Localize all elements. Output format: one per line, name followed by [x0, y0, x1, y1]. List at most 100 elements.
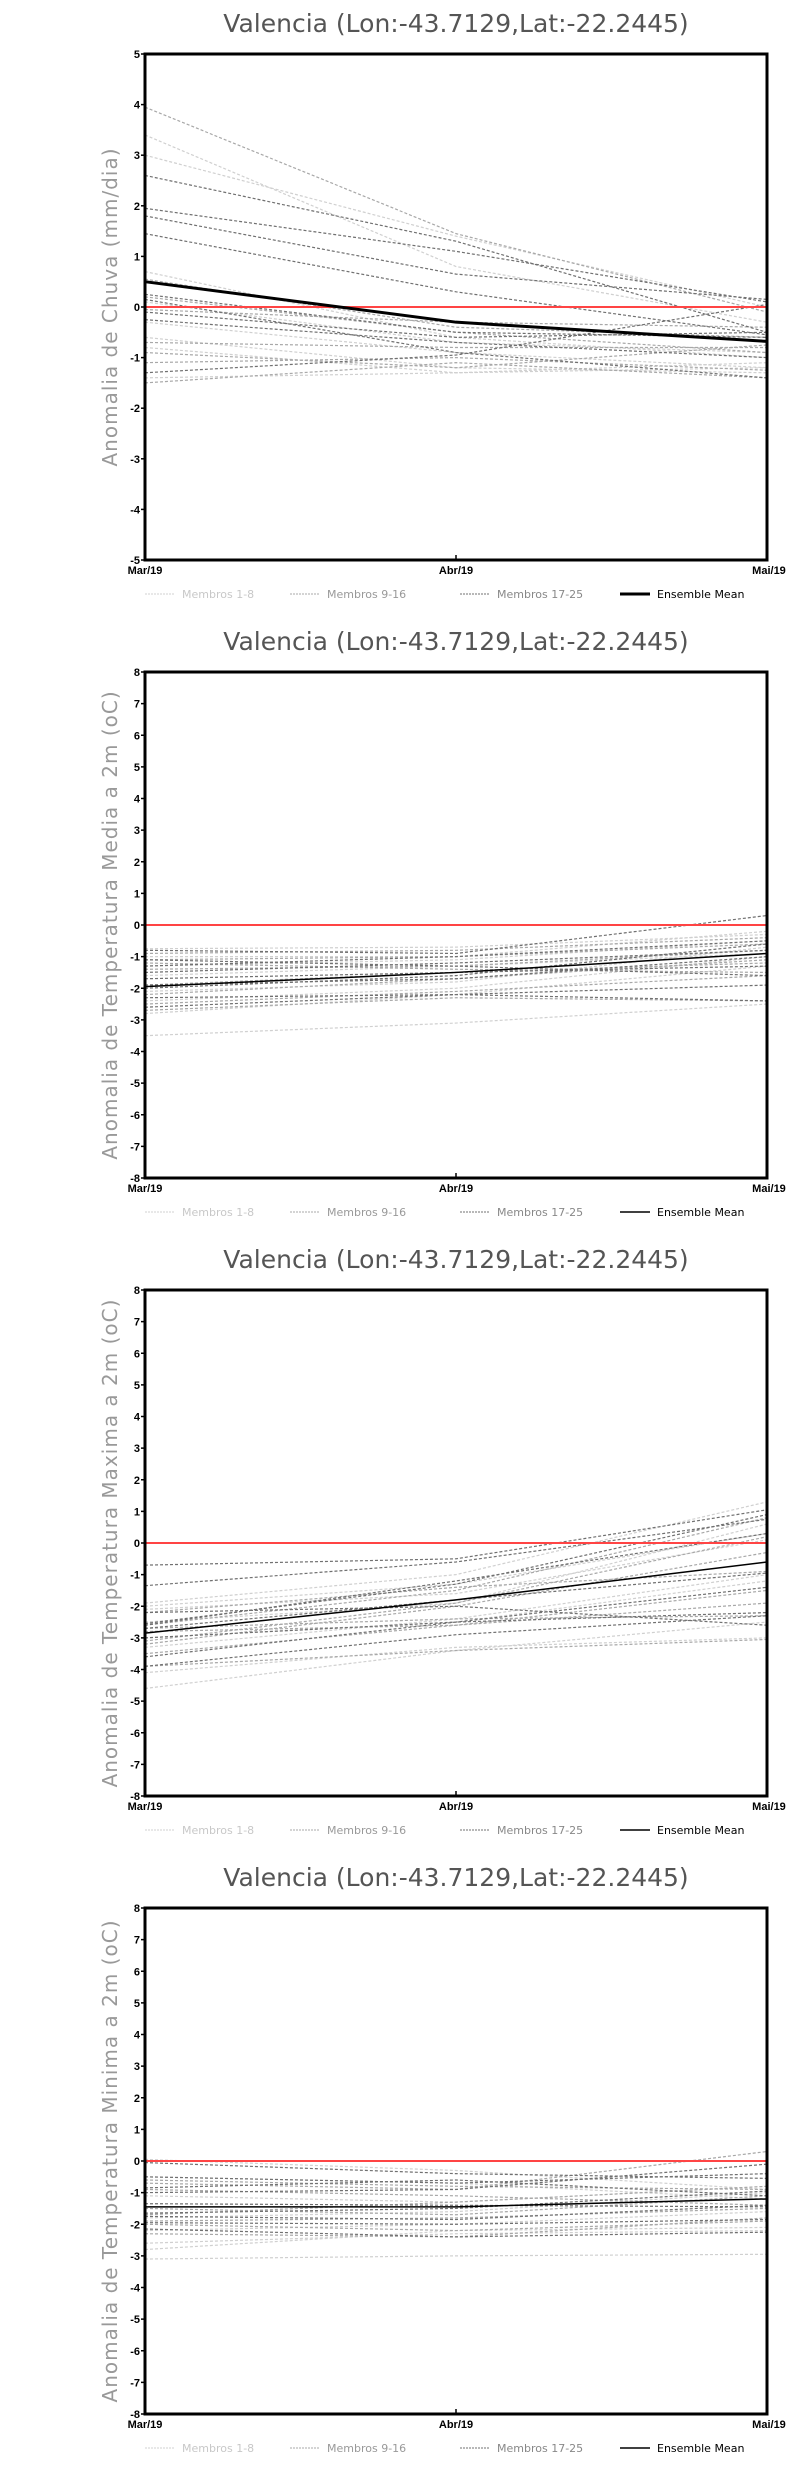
x-tick-label: Mar/19 [128, 565, 163, 577]
legend-item-3: Membros 17-25 [460, 588, 583, 601]
member-line-1-6 [144, 1539, 768, 1611]
y-tick-label: 1 [134, 1506, 140, 1518]
x-tick-label: Abr/19 [439, 1183, 473, 1195]
y-tick-label: 4 [134, 2030, 141, 2042]
member-line-3-5 [144, 943, 768, 989]
y-tick-label: 3 [134, 1443, 140, 1455]
ensemble-mean-line [145, 2198, 768, 2208]
y-tick-label: 7 [134, 699, 140, 711]
y-tick-label: -3 [130, 1015, 140, 1027]
member-line-3-9 [144, 2190, 768, 2214]
member-line-2-1 [144, 997, 768, 1011]
member-line-2-4 [144, 278, 768, 338]
ensemble-mean-line [144, 1561, 768, 1634]
member-line-1-8 [144, 301, 768, 354]
y-tick-label: 2 [134, 1475, 140, 1487]
legend-label: Membros 17-25 [497, 1206, 583, 1219]
x-tick-label: Abr/19 [439, 1801, 473, 1813]
member-line-2-4 [144, 937, 768, 955]
member-line-2-7 [144, 2188, 768, 2206]
y-tick-label: -3 [130, 1633, 140, 1645]
x-tick-label: Mai/19 [752, 565, 786, 577]
y-tick-label: 4 [134, 100, 141, 112]
member-line-2-1 [144, 106, 768, 313]
x-tick-label: Mai/19 [752, 1801, 786, 1813]
y-tick-label: -1 [130, 2188, 140, 2200]
legend-item-1: Membros 1-8 [145, 588, 254, 601]
member-line-2-3 [144, 1638, 768, 1667]
legend-label: Membros 17-25 [497, 1824, 583, 1837]
y-tick-label: -1 [130, 952, 140, 964]
y-tick-label: -2 [130, 1601, 140, 1613]
member-line-3-2 [144, 1518, 768, 1587]
member-line-3-5 [144, 2204, 768, 2221]
member-line-2-5 [144, 1536, 768, 1642]
member-line-3-7 [144, 2228, 768, 2238]
chart-title: Valencia (Lon:-43.7129,Lat:-22.2445) [223, 627, 688, 656]
chart-3: Valencia (Lon:-43.7129,Lat:-22.2445) Anom… [98, 1245, 786, 1837]
member-line-2-2 [144, 1517, 768, 1626]
y-tick-label: -6 [130, 1110, 140, 1122]
member-line-3-1 [144, 174, 768, 333]
y-tick-label: -4 [130, 2283, 141, 2295]
y-tick-label: -8 [130, 2409, 140, 2421]
legend-item-3: Membros 17-25 [460, 1206, 583, 1219]
member-line-2-6 [144, 1615, 768, 1629]
legend-label: Membros 17-25 [497, 588, 583, 601]
y-tick-label: 8 [134, 1285, 140, 1297]
member-line-3-1 [144, 2173, 768, 2184]
member-line-3-8 [144, 2161, 768, 2179]
y-tick-label: -8 [130, 1791, 140, 1803]
member-line-1-7 [144, 946, 768, 993]
y-tick-label: -7 [130, 2377, 140, 2389]
legend-label: Ensemble Mean [657, 588, 744, 601]
member-line-3-8 [144, 1586, 768, 1639]
y-tick-label: -4 [130, 504, 141, 516]
y-tick-label: -8 [130, 1173, 140, 1185]
member-line-2-5 [144, 975, 768, 1005]
y-tick-label: 5 [134, 762, 140, 774]
member-line-2-6 [144, 296, 768, 354]
member-line-1-7 [144, 2229, 768, 2244]
member-line-2-2 [144, 341, 767, 349]
member-line-3-4 [144, 1605, 768, 1626]
y-tick-label: 2 [134, 2093, 140, 2105]
member-line-2-5 [144, 2195, 768, 2216]
member-line-1-1 [144, 933, 768, 950]
y-tick-label: 6 [134, 1966, 140, 1978]
y-tick-label: 0 [134, 1538, 140, 1550]
y-tick-label: -5 [130, 2314, 140, 2326]
legend-label: Membros 9-16 [327, 588, 406, 601]
y-tick-label: 4 [134, 794, 141, 806]
member-line-2-2 [144, 2207, 768, 2222]
member-line-2-8 [144, 962, 768, 974]
member-line-3-4 [144, 233, 768, 336]
member-line-3-6 [144, 949, 768, 974]
y-tick-label: 7 [134, 1317, 140, 1329]
member-line-3-3 [144, 215, 768, 301]
legend-label: Membros 1-8 [182, 2442, 254, 2455]
member-line-3-6 [144, 2218, 768, 2225]
y-tick-label: 3 [134, 150, 140, 162]
y-tick-label: 2 [134, 201, 140, 213]
ensemble-mean-line [144, 952, 768, 988]
legend-item-2: Membros 9-16 [290, 1824, 406, 1837]
y-tick-label: -5 [130, 1078, 140, 1090]
y-tick-label: 6 [134, 730, 140, 742]
legend-label: Ensemble Mean [657, 1824, 744, 1837]
legend-item-1: Membros 1-8 [145, 1206, 254, 1219]
legend-label: Membros 17-25 [497, 2442, 583, 2455]
x-tick-label: Mai/19 [752, 1183, 786, 1195]
member-line-3-2 [144, 2179, 768, 2197]
x-tick-label: Abr/19 [439, 2419, 473, 2431]
member-line-1-4 [144, 940, 768, 967]
x-tick-label: Mar/19 [128, 2419, 163, 2431]
member-line-2-3 [144, 2220, 768, 2232]
chart-title: Valencia (Lon:-43.7129,Lat:-22.2445) [223, 1245, 688, 1274]
legend-item-2: Membros 9-16 [290, 1206, 406, 1219]
member-line-1-4 [144, 1574, 768, 1648]
chart-title: Valencia (Lon:-43.7129,Lat:-22.2445) [223, 9, 688, 38]
x-tick-label: Mai/19 [752, 2419, 786, 2431]
legend-label: Membros 1-8 [182, 1824, 254, 1837]
y-tick-label: 7 [134, 1935, 140, 1947]
